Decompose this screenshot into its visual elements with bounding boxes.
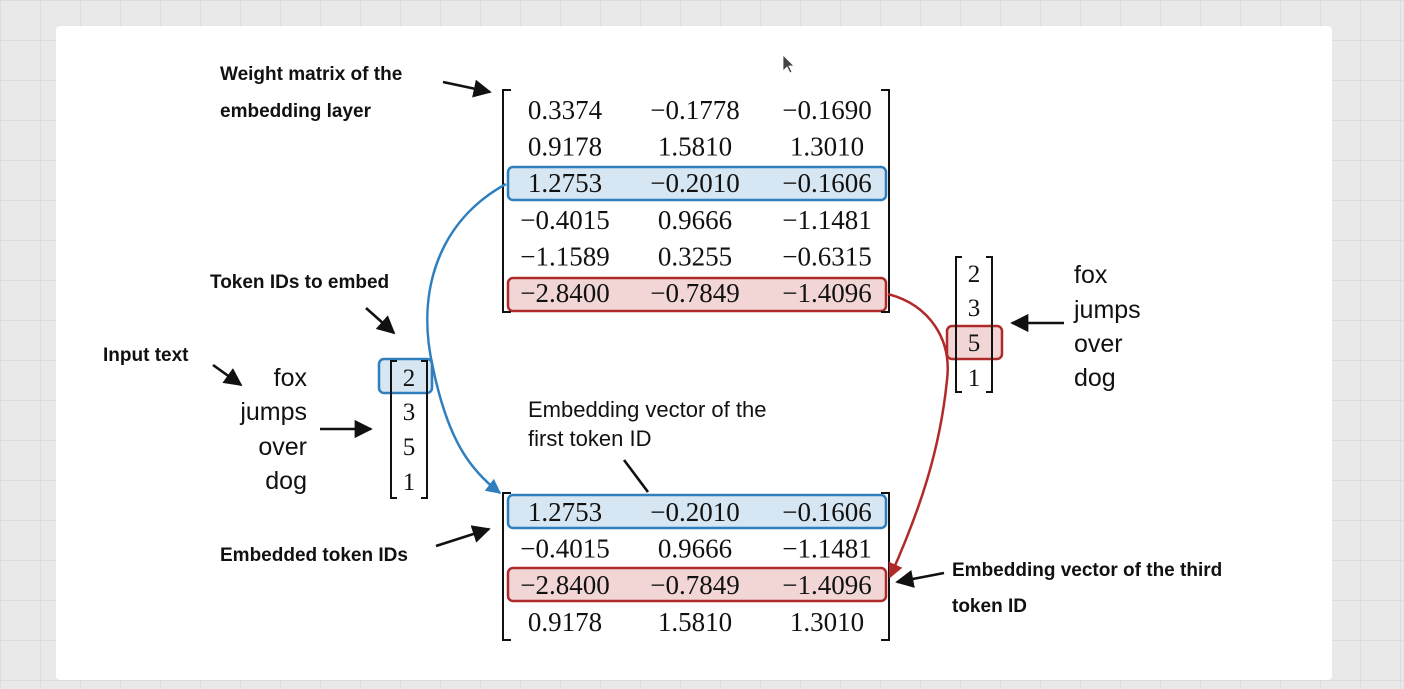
weight-matrix-cell: 1.2753 <box>528 168 602 198</box>
input-word: jumps <box>1073 296 1141 324</box>
token-id-2-highlight <box>377 357 434 395</box>
weight-matrix-label-line1: Weight matrix of the <box>220 64 402 85</box>
weight-matrix-cell: −2.8400 <box>520 278 609 308</box>
embedded-matrix-cell: 1.2753 <box>528 497 602 527</box>
weight-matrix-pointer-arrow <box>442 79 492 98</box>
embedded-matrix-cell: −0.4015 <box>520 534 609 564</box>
third-vector-pointer-arrow <box>895 569 945 588</box>
weight-row-3-highlight <box>506 165 888 202</box>
input-text-pointer-arrow <box>212 363 243 387</box>
embedded-matrix-cell: −1.4096 <box>782 570 871 600</box>
embedded-row-1-highlight <box>506 493 888 530</box>
input-word: over <box>1074 330 1123 358</box>
input-word: over <box>258 433 307 461</box>
token-id-left: 2 <box>403 365 416 392</box>
token-ids-pointer-arrow <box>365 307 396 335</box>
weight-matrix: 0.3374 −0.1778 −0.1690 0.9178 1.5810 1.3010 1.… <box>502 89 890 313</box>
weight-matrix-cell: 0.3374 <box>528 95 603 125</box>
weight-matrix-cell: −0.4015 <box>520 205 609 235</box>
token-id-5-highlight <box>945 324 1004 361</box>
weight-matrix-cell: −1.1589 <box>520 241 609 271</box>
weight-matrix-right-bracket <box>881 89 890 313</box>
token-vector-right-left-bracket <box>955 256 962 393</box>
weight-row-6-highlight <box>506 276 888 313</box>
weight-matrix-cell: −0.1778 <box>650 95 739 125</box>
weight-matrix-cell: −0.6315 <box>782 241 871 271</box>
embedded-matrix-cell: −0.7849 <box>650 570 739 600</box>
embedded-matrix-cell: 1.5810 <box>658 607 732 637</box>
embedded-matrix-cell: −0.1606 <box>782 497 871 527</box>
embedded-ids-pointer-arrow <box>435 525 491 548</box>
weight-matrix-cell: 0.9178 <box>528 132 602 162</box>
token-id-right: 1 <box>968 365 981 392</box>
embedded-token-ids-label: Embedded token IDs <box>220 545 408 566</box>
embedding-third-label-line2: token ID <box>952 596 1027 617</box>
weight-matrix-cell: −0.1606 <box>782 168 871 198</box>
weight-matrix-cell: 1.5810 <box>658 132 732 162</box>
embedding-first-label-line2: first token ID <box>528 426 651 451</box>
embedded-matrix-left-bracket <box>502 492 511 641</box>
input-word: dog <box>265 467 307 495</box>
input-text-label: Input text <box>103 345 189 366</box>
weight-matrix-cell: −0.1690 <box>782 95 871 125</box>
first-vector-pointer-line <box>622 459 650 493</box>
token-id-left: 1 <box>403 469 416 496</box>
input-word: fox <box>1074 261 1108 289</box>
token-vector-left-bracket <box>390 360 397 499</box>
token-id-vector-left: 2 3 5 1 <box>377 357 434 499</box>
input-words-right: fox jumps over dog <box>1073 261 1141 392</box>
input-word: fox <box>274 364 308 392</box>
weight-matrix-cell: 1.3010 <box>790 132 864 162</box>
weight-matrix-cell: −0.2010 <box>650 168 739 198</box>
embedded-matrix-cell: 0.9178 <box>528 607 602 637</box>
token-id-left: 3 <box>403 399 416 426</box>
embedding-third-label-line1: Embedding vector of the third <box>952 560 1222 581</box>
weight-matrix-cell: −0.7849 <box>650 278 739 308</box>
token-id-right: 3 <box>968 295 981 322</box>
embedded-matrix-cell: −0.2010 <box>650 497 739 527</box>
weight-matrix-cell: 0.3255 <box>658 241 732 271</box>
embedded-matrix-cell: 1.3010 <box>790 607 864 637</box>
embedded-matrix: 1.2753 −0.2010 −0.1606 −0.4015 0.9666 −1.1481… <box>502 492 890 641</box>
token-id-left: 5 <box>403 434 416 461</box>
token-id-right: 5 <box>968 330 981 357</box>
weight-matrix-label-line2: embedding layer <box>220 101 372 122</box>
weight-matrix-left-bracket <box>502 89 511 313</box>
token-id-vector-right: 2 3 5 1 <box>945 256 1004 393</box>
blue-lookup-arrow <box>426 182 507 494</box>
input-words-left: fox jumps over dog <box>239 364 307 495</box>
mouse-cursor-icon <box>782 54 795 74</box>
input-word: dog <box>1074 364 1116 392</box>
embedding-first-label-line1: Embedding vector of the <box>528 397 766 422</box>
token-ids-to-embed-label: Token IDs to embed <box>210 272 389 293</box>
weight-matrix-cell: 0.9666 <box>658 205 732 235</box>
token-vector-right-bracket <box>421 360 428 499</box>
embedded-matrix-cell: 0.9666 <box>658 534 732 564</box>
red-lookup-arrow <box>887 292 949 579</box>
weight-matrix-cell: −1.4096 <box>782 278 871 308</box>
embedded-matrix-cell: −2.8400 <box>520 570 609 600</box>
token-id-right: 2 <box>968 261 981 288</box>
token-vector-right-right-bracket <box>986 256 993 393</box>
weight-matrix-cell: −1.1481 <box>782 205 871 235</box>
input-word: jumps <box>239 398 307 426</box>
embedded-row-3-highlight <box>506 566 888 603</box>
embedded-matrix-cell: −1.1481 <box>782 534 871 564</box>
